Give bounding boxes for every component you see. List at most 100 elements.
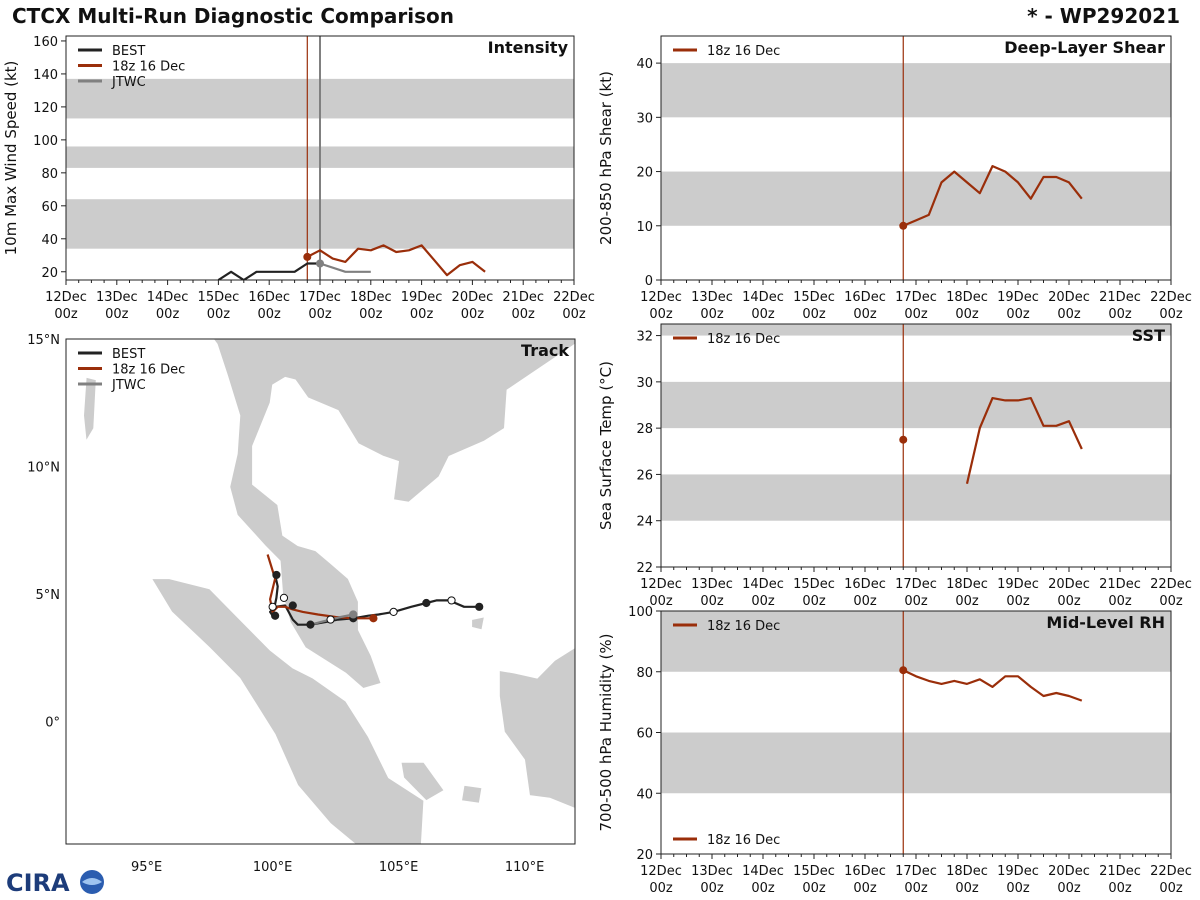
lat-tick-label: 10°N: [27, 461, 60, 476]
figure-canvas: 12Dec 00z 13Dec 00z 14Dec 00z 15Dec 00z 16Dec 00z…: [0, 0, 1200, 900]
x-tick-label: 13Dec: [96, 290, 138, 305]
panel-sst: 12Dec00z13Dec00z14Dec00z15Dec00z16Dec00z…: [597, 324, 1192, 609]
x-tick-label: 00z: [700, 307, 724, 322]
x-tick-label: 17Dec: [895, 864, 937, 879]
x-tick-label: 00z: [1108, 881, 1132, 896]
x-tick-label: 19Dec: [997, 864, 1039, 879]
x-tick-label: 20Dec: [1048, 290, 1090, 305]
x-tick-label: 00z: [258, 307, 282, 322]
x-tick-label: 00z: [700, 594, 724, 609]
track-point-best: [448, 597, 455, 604]
lon-tick-label: 95°E: [131, 860, 162, 875]
x-tick-label: 00z: [308, 307, 332, 322]
x-tick-label: 00z: [1057, 881, 1081, 896]
track-point-best: [390, 608, 397, 615]
x-tick-label: 15Dec: [793, 577, 835, 592]
plot-area: [661, 611, 1171, 854]
series-line-best: [218, 264, 320, 281]
legend-label: BEST: [112, 44, 145, 59]
y-tick-label: 24: [636, 515, 653, 530]
track-point-run: [370, 615, 377, 622]
legend-label: JTWC: [111, 378, 146, 393]
track-point-best: [307, 621, 314, 628]
x-tick-label: 00z: [1006, 307, 1030, 322]
x-tick-label: 15Dec: [793, 864, 835, 879]
x-tick-label: 00z: [1159, 307, 1183, 322]
legend-label: 18z 16 Dec: [112, 363, 185, 378]
plot-area: [661, 36, 1171, 280]
x-tick-label: 00z: [1108, 594, 1132, 609]
x-tick-label: 16Dec: [844, 577, 886, 592]
legend-label: 18z 16 Dec: [707, 332, 780, 347]
y-axis-label: 700-500 hPa Humidity (%): [597, 633, 615, 831]
x-tick-label: 21Dec: [502, 290, 544, 305]
x-tick-label: 22Dec: [553, 290, 595, 305]
y-tick-label: 60: [41, 200, 58, 215]
x-tick-label: 14Dec: [147, 290, 189, 305]
plot-frame: [661, 324, 1171, 567]
x-tick-label: 00z: [751, 881, 775, 896]
series-line-run: [903, 670, 1082, 700]
y-tick-label: 60: [636, 727, 653, 742]
x-tick-label: 00z: [156, 307, 180, 322]
y-tick-label: 100: [628, 605, 653, 620]
map-area: [66, 334, 575, 870]
x-tick-label: 00z: [1159, 594, 1183, 609]
y-tick-label: 160: [33, 35, 58, 50]
x-tick-label: 18Dec: [946, 864, 988, 879]
x-tick-label: 00z: [802, 881, 826, 896]
x-tick-label: 12Dec: [640, 290, 682, 305]
x-tick-label: 00z: [649, 307, 673, 322]
y-tick-label: 32: [636, 330, 653, 345]
series-start-marker-jtwc: [316, 260, 324, 268]
panel-title: Track: [521, 341, 569, 360]
legend-label: JTWC: [111, 75, 146, 90]
series-start-marker-run: [899, 222, 907, 230]
x-tick-label: 20Dec: [452, 290, 494, 305]
x-tick-label: 18Dec: [946, 577, 988, 592]
track-point-best: [269, 603, 276, 610]
track-point-jtwc: [350, 611, 357, 618]
x-tick-label: 00z: [649, 881, 673, 896]
y-tick-label: 30: [636, 376, 653, 391]
shaded-band-0: [661, 474, 1171, 520]
x-tick-label: 00z: [461, 307, 485, 322]
x-tick-label: 22Dec: [1150, 864, 1192, 879]
x-tick-label: 00z: [1057, 307, 1081, 322]
series-start-marker-run: [303, 253, 311, 261]
x-tick-label: 21Dec: [1099, 864, 1141, 879]
legend-label: 18z 16 Dec: [707, 833, 780, 848]
x-tick-label: 19Dec: [997, 290, 1039, 305]
track-point-best: [280, 594, 287, 601]
panel-rh: 12Dec 00z 13Dec 00z 14Dec 00z 15Dec 00z 16Dec 00z…: [597, 605, 1192, 896]
x-tick-label: 22Dec: [1150, 577, 1192, 592]
shaded-band-1: [661, 382, 1171, 428]
track-point-best: [289, 602, 296, 609]
y-tick-label: 100: [33, 134, 58, 149]
x-tick-label: 17Dec: [299, 290, 341, 305]
x-tick-label: 00z: [512, 307, 536, 322]
x-tick-label: 13Dec: [691, 864, 733, 879]
x-tick-label: 00z: [1006, 594, 1030, 609]
x-tick-label: 16Dec: [248, 290, 290, 305]
legend-label: 18z 16 Dec: [707, 44, 780, 59]
x-tick-label: 00z: [853, 881, 877, 896]
y-tick-label: 80: [636, 666, 653, 681]
y-axis-label: Sea Surface Temp (°C): [597, 361, 615, 530]
y-tick-label: 0: [645, 274, 653, 289]
lon-tick-label: 105°E: [379, 860, 419, 875]
land-belitung: [462, 785, 482, 803]
y-tick-label: 20: [41, 266, 58, 281]
legend-label: BEST: [112, 347, 145, 362]
y-axis-label: 200-850 hPa Shear (kt): [597, 71, 615, 245]
x-tick-label: 19Dec: [997, 577, 1039, 592]
y-tick-label: 120: [33, 101, 58, 116]
x-tick-label: 00z: [1159, 881, 1183, 896]
x-tick-label: 00z: [853, 307, 877, 322]
y-tick-label: 26: [636, 468, 653, 483]
x-tick-label: 13Dec: [691, 290, 733, 305]
shaded-band-0: [661, 172, 1171, 226]
series-line-run: [307, 245, 485, 275]
x-tick-label: 15Dec: [793, 290, 835, 305]
x-tick-label: 20Dec: [1048, 577, 1090, 592]
